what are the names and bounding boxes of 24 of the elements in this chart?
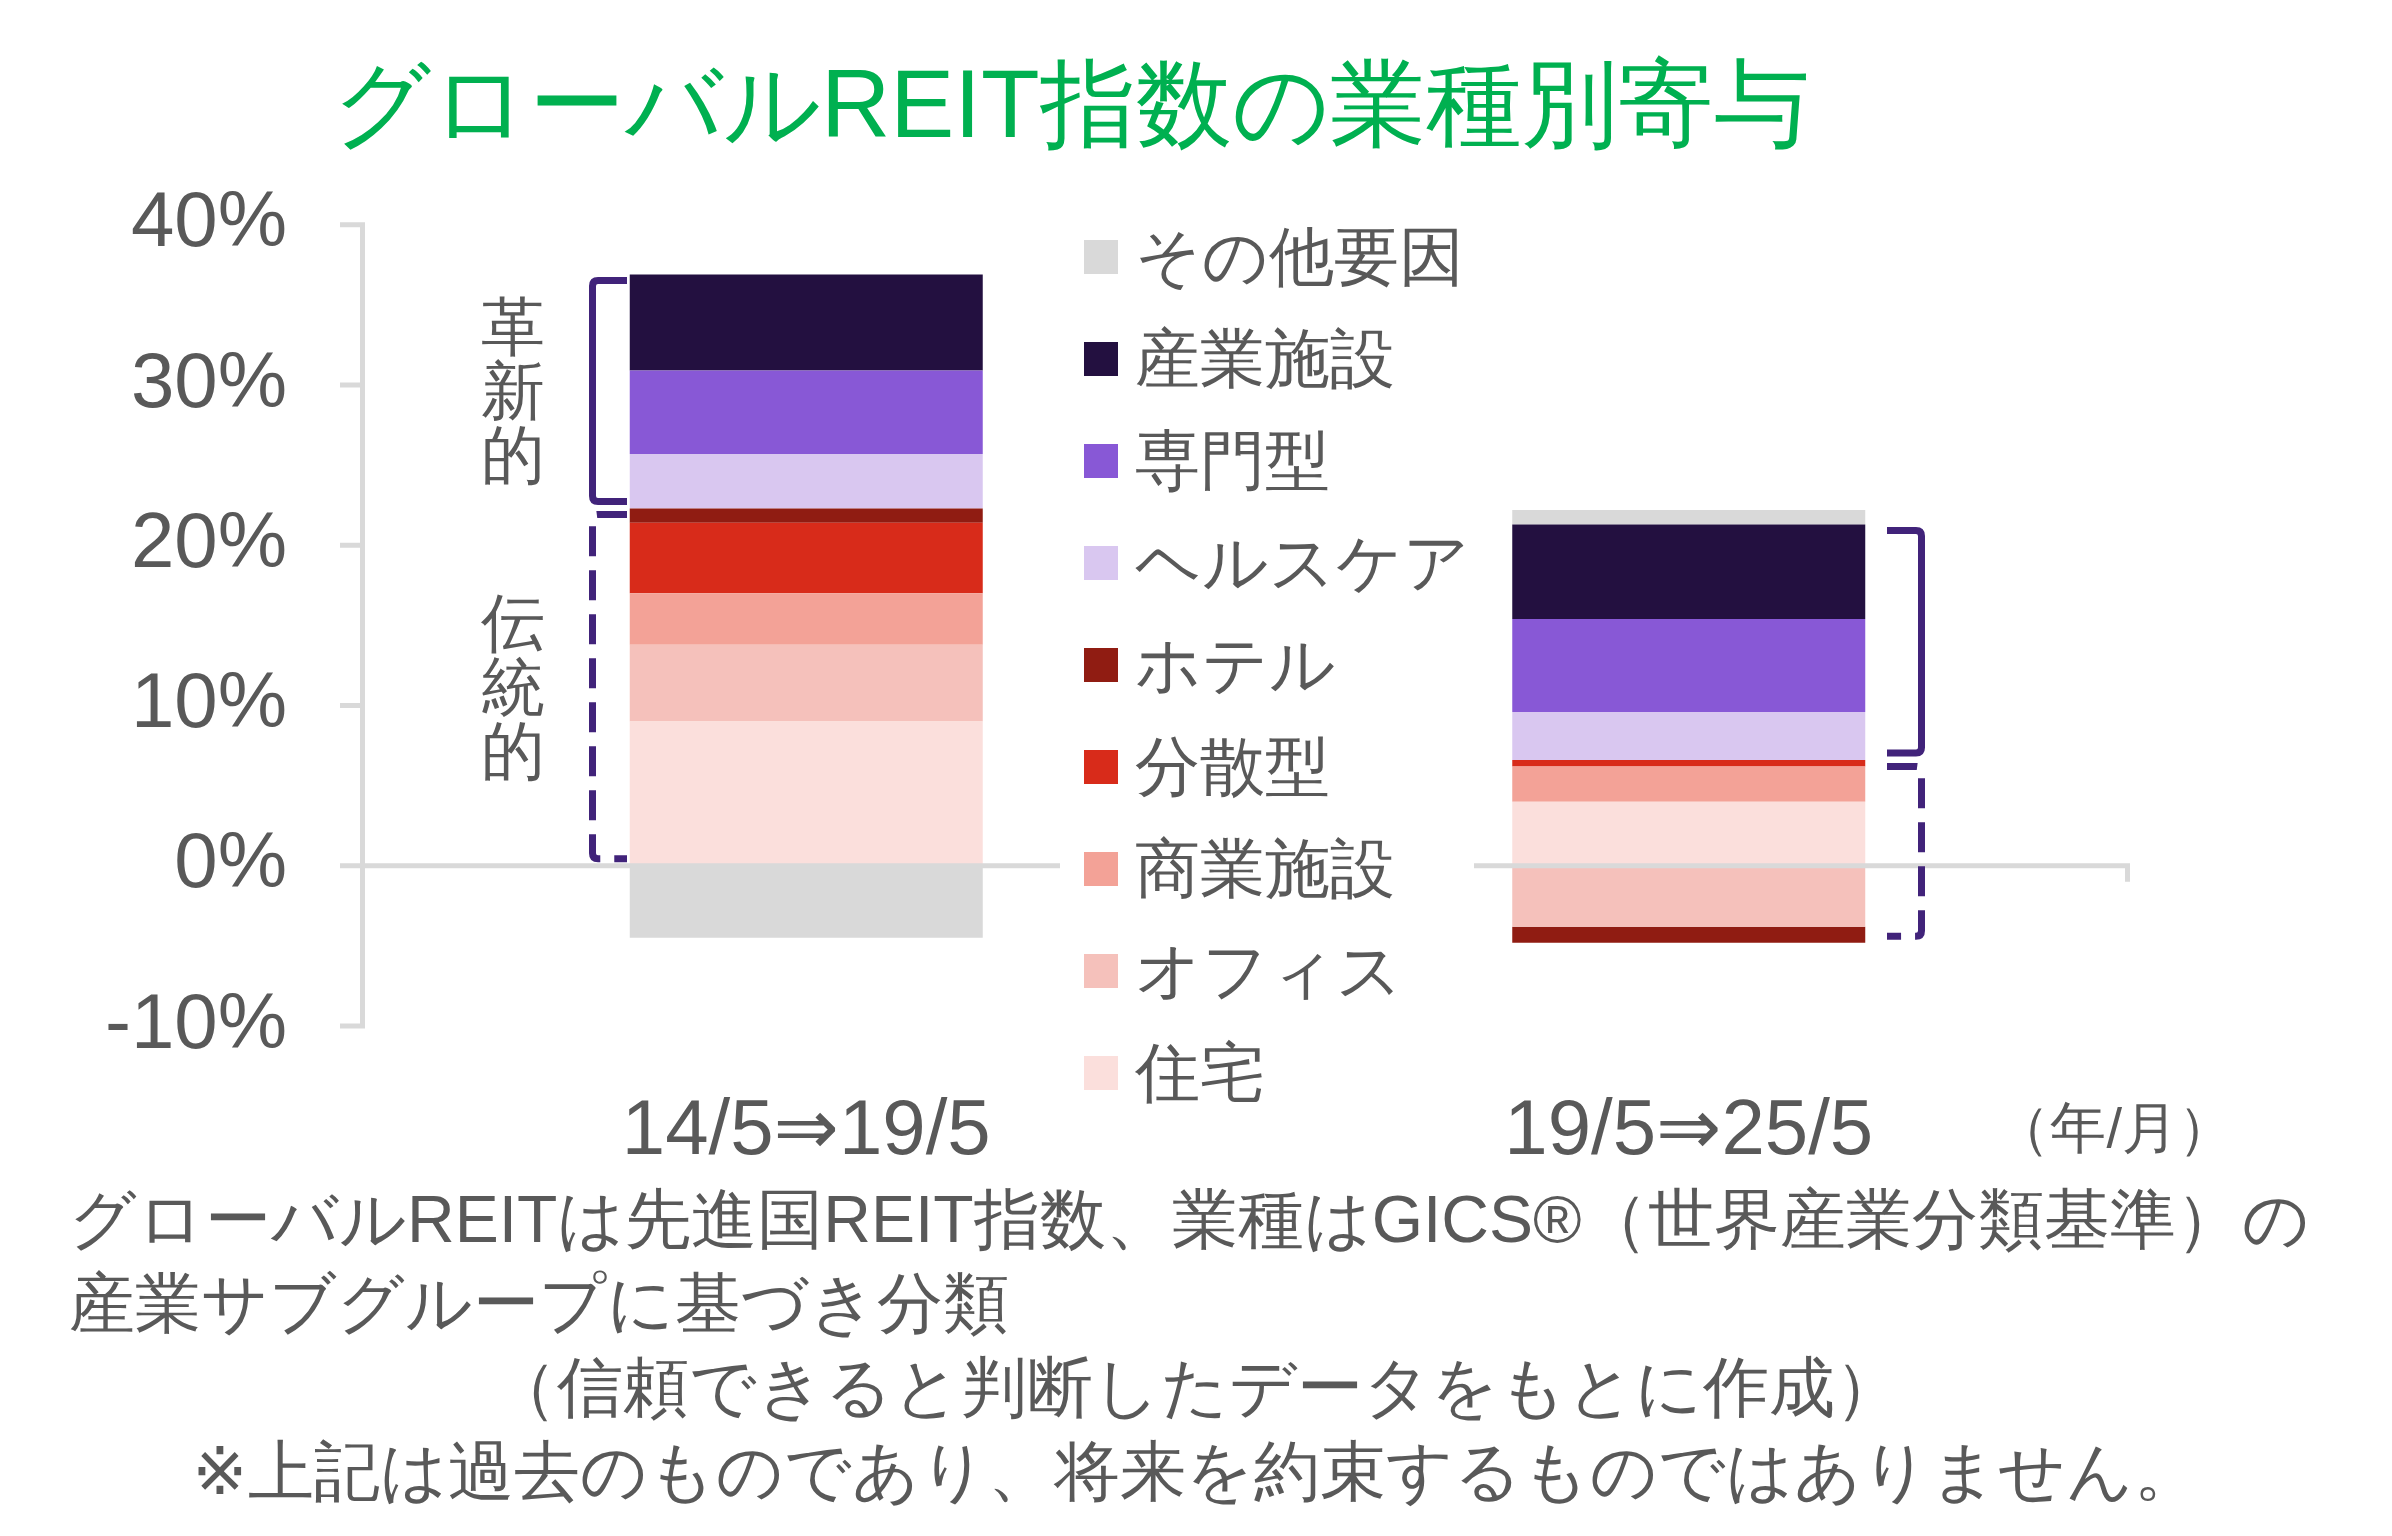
legend-label: ホテル xyxy=(1134,627,1336,704)
legend-label: 商業施設 xyxy=(1134,831,1395,908)
chart-title: グローバルREIT指数の業種別寄与 xyxy=(333,50,1810,158)
text: グローバルREITは先進国REIT指数、業種はGICS®（世界産業分類基準）の産業サブグループに基づき分類 xyxy=(69,1181,2311,1342)
legend-label: その他要因 xyxy=(1134,219,1464,296)
x-tick-label: 14/5⇒19/5 xyxy=(621,1083,991,1172)
y-tick-label: 20% xyxy=(130,495,287,584)
legend-label: ヘルスケア xyxy=(1134,525,1470,602)
x-axis-title: （年/月） xyxy=(1994,1095,2234,1161)
legend-label: 産業施設 xyxy=(1134,321,1395,398)
y-tick-label: 0% xyxy=(174,816,287,905)
y-tick-label: 10% xyxy=(130,656,287,745)
legend-label: 住宅 xyxy=(1134,1035,1265,1112)
y-tick-label: -10% xyxy=(104,976,287,1065)
text: ※上記は過去のものであり、将来を約束するものではありません。 xyxy=(191,1433,2201,1510)
legend-label: 専門型 xyxy=(1134,423,1330,500)
x-tick-label: 19/5⇒25/5 xyxy=(1504,1083,1874,1172)
annotation: 伝統的 xyxy=(479,587,546,788)
y-tick-label: 40% xyxy=(130,175,287,264)
text: （信頼できると判断したデータをもとに作成） xyxy=(490,1349,1902,1426)
annotation: 革新的 xyxy=(479,291,546,492)
legend-label: 分散型 xyxy=(1134,729,1330,806)
y-tick-label: 30% xyxy=(130,335,287,424)
legend-label: オフィス xyxy=(1134,933,1403,1010)
